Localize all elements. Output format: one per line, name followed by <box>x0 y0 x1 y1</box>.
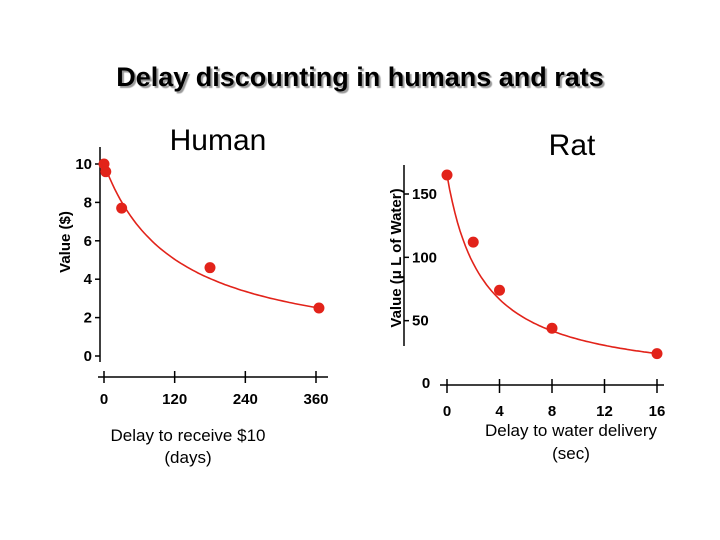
human-data-point <box>204 262 216 274</box>
human-y-tick-label: 0 <box>84 348 92 365</box>
rat-panel: Rat 50 100 150 0 Value (μ L of Water) 0 4 8 12 16D… <box>388 129 665 463</box>
human-fit-curve <box>103 163 320 309</box>
rat-x-tick-label: 4 <box>495 403 504 420</box>
human-y-axis-label: Value ($) <box>57 211 74 273</box>
human-subtitle: Human <box>170 124 267 157</box>
human-x-axis-label-line2: (days) <box>164 448 211 467</box>
rat-data-point <box>651 348 663 360</box>
rat-x-axis-label-line1: Delay to water delivery <box>485 421 657 440</box>
rat-data-point <box>467 236 479 248</box>
human-y-tick-label: 8 <box>84 194 92 211</box>
human-x-tick-label: 120 <box>162 391 187 408</box>
human-panel: Human 0 2 4 6 8 10 Value ($) 0 120 240 360 Delay to … <box>57 124 329 467</box>
human-y-tick-label: 2 <box>84 310 92 327</box>
rat-data-point <box>546 322 558 334</box>
chart-title: Delay discounting in humans and rats <box>116 62 604 92</box>
rat-y-axis-label: Value (μ L of Water) <box>388 188 405 327</box>
human-x-tick-label: 360 <box>303 391 328 408</box>
human-data-point <box>313 302 325 314</box>
rat-x-tick-label: 8 <box>548 403 556 420</box>
rat-x-tick-label: 0 <box>443 403 451 420</box>
rat-y-tick-label: 150 <box>412 186 437 203</box>
human-data-point <box>100 166 112 178</box>
human-y-tick-label: 4 <box>84 271 93 288</box>
human-y-tick-label: 6 <box>84 233 92 250</box>
rat-x-axis-label-line2: (sec) <box>552 444 590 463</box>
rat-y-tick-label: 100 <box>412 249 437 266</box>
human-x-tick-label: 240 <box>233 391 258 408</box>
rat-x-tick-label: 12 <box>596 403 613 420</box>
rat-origin-label: 0 <box>422 375 430 392</box>
human-x-tick-label: 0 <box>100 391 108 408</box>
human-data-point <box>116 202 128 214</box>
rat-y-tick-label: 50 <box>412 313 429 330</box>
rat-data-point <box>494 284 505 296</box>
rat-subtitle: Rat <box>549 129 596 162</box>
human-x-axis-label-line1: Delay to receive $10 <box>111 426 266 445</box>
rat-data-point <box>441 169 453 181</box>
rat-x-tick-label: 16 <box>649 403 666 420</box>
human-y-tick-label: 10 <box>75 156 92 173</box>
